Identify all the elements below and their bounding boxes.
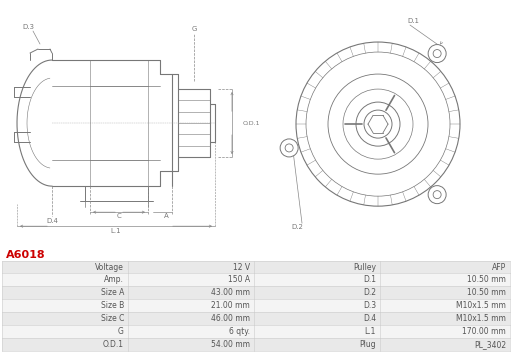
Text: D.3: D.3 [363,301,376,310]
Circle shape [280,139,298,157]
Text: 170.00 mm: 170.00 mm [462,327,506,336]
Text: L.1: L.1 [365,327,376,336]
Text: D.1: D.1 [407,18,419,24]
Text: M10x1.5 mm: M10x1.5 mm [456,301,506,310]
Text: 10.50 mm: 10.50 mm [467,276,506,284]
Text: AFP: AFP [492,262,506,272]
Text: D.2: D.2 [363,288,376,297]
Text: A: A [164,213,168,219]
Text: Size B: Size B [101,301,124,310]
Text: Pulley: Pulley [353,262,376,272]
Circle shape [428,185,446,204]
Text: O.D.1: O.D.1 [103,340,124,349]
Text: D.4: D.4 [46,218,58,224]
Bar [2,299,510,312]
Bar [2,273,510,287]
Text: 46.00 mm: 46.00 mm [211,314,250,323]
Text: Plug: Plug [359,340,376,349]
Text: 43.00 mm: 43.00 mm [211,288,250,297]
Text: D.4: D.4 [363,314,376,323]
Text: L.1: L.1 [111,228,121,234]
Bar [2,287,510,299]
Text: Amp.: Amp. [104,276,124,284]
Circle shape [285,144,293,152]
Text: 54.00 mm: 54.00 mm [211,340,250,349]
Circle shape [428,44,446,63]
Text: M10x1.5 mm: M10x1.5 mm [456,314,506,323]
Text: D.2: D.2 [291,224,303,230]
Text: Size C: Size C [101,314,124,323]
Text: D.3: D.3 [22,24,34,30]
Text: 6 qty.: 6 qty. [229,327,250,336]
Text: PL_3402: PL_3402 [474,340,506,349]
Bar [2,338,510,351]
Circle shape [433,49,441,58]
Circle shape [433,190,441,199]
Text: A6018: A6018 [6,250,46,260]
Text: C: C [117,213,121,219]
Bar [2,325,510,338]
Bar [2,261,510,273]
Bar [2,312,510,325]
Text: 10.50 mm: 10.50 mm [467,288,506,297]
Text: 12 V: 12 V [233,262,250,272]
Text: 21.00 mm: 21.00 mm [211,301,250,310]
Text: 150 A: 150 A [228,276,250,284]
Text: G: G [191,26,197,32]
Text: D.1: D.1 [363,276,376,284]
Text: Size A: Size A [101,288,124,297]
Text: Voltage: Voltage [95,262,124,272]
Text: G: G [118,327,124,336]
Text: O.D.1: O.D.1 [243,121,261,126]
